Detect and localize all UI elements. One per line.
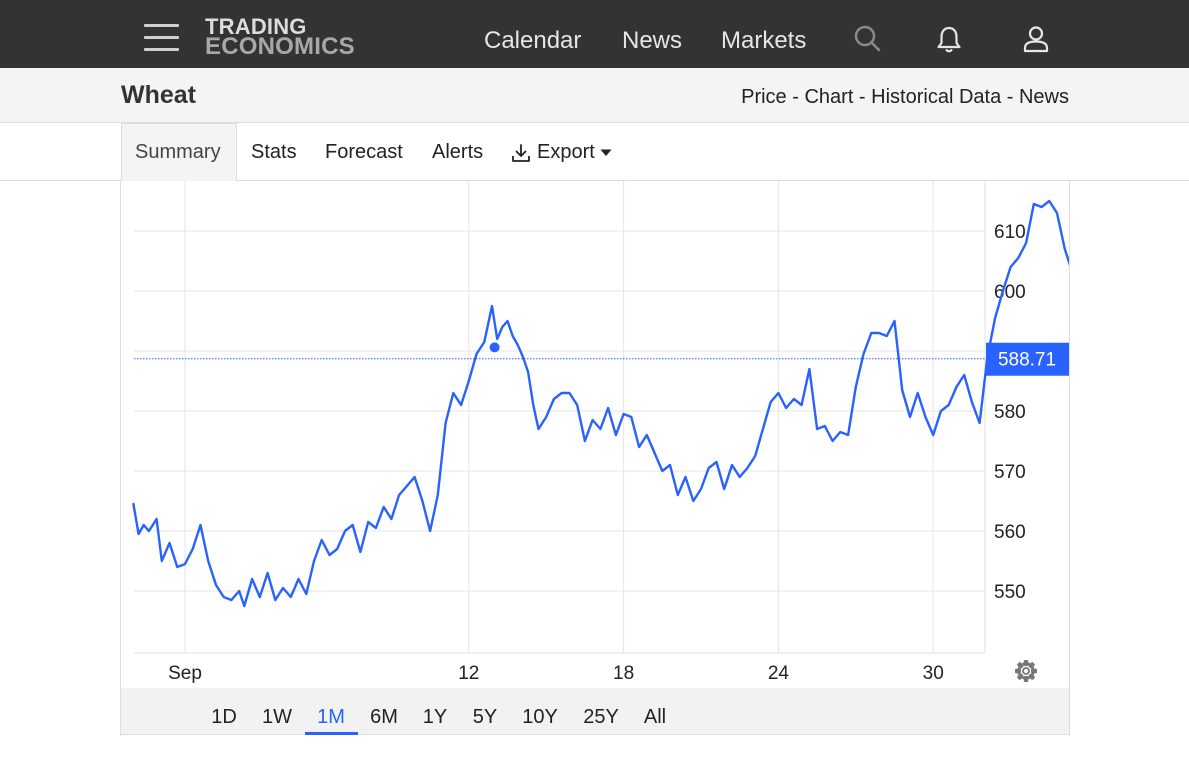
tab-export[interactable]: Export (510, 141, 612, 164)
download-icon (512, 143, 530, 162)
last-price-badge (986, 342, 1069, 376)
range-button-25y[interactable]: 25Y (583, 706, 619, 728)
y-tick-label: 570 (994, 462, 1026, 483)
user-icon[interactable] (1021, 24, 1051, 54)
settings-gear-icon[interactable] (1015, 660, 1037, 682)
active-range-underline (305, 732, 358, 735)
range-button-6m[interactable]: 6M (370, 706, 398, 728)
breadcrumb-news-link[interactable]: News (1018, 86, 1069, 108)
nav-news-link[interactable]: News (622, 27, 683, 54)
nav-calendar-link[interactable]: Calendar (484, 27, 582, 54)
range-selector (121, 688, 1069, 735)
price-chart[interactable]: 550560570580590600610Sep12182430Oct588.7… (121, 181, 1069, 688)
breadcrumb-separator: - (786, 86, 805, 108)
tab-stats[interactable]: Stats (251, 141, 297, 163)
y-tick-label: 600 (994, 282, 1026, 303)
chart-frame-left (120, 181, 121, 736)
breadcrumb: Price - Chart - Historical Data - News (741, 86, 1069, 109)
range-button-5y[interactable]: 5Y (472, 706, 498, 728)
nav-markets-link[interactable]: Markets (721, 27, 807, 54)
x-tick-label: 30 (923, 663, 944, 684)
logo-line2: ECONOMICS (205, 33, 355, 60)
y-tick-label: 560 (994, 522, 1026, 543)
x-tick-label: 12 (458, 663, 479, 684)
tabs-divider (0, 180, 1189, 181)
range-button-all[interactable]: All (643, 706, 667, 728)
price-series-line (132, 199, 1069, 608)
site-logo[interactable]: TRADING ECONOMICS (205, 14, 355, 60)
bell-icon[interactable] (934, 24, 964, 54)
tab-summary-highlight (121, 123, 237, 181)
breadcrumb-separator: - (853, 86, 872, 108)
breadcrumb-price-link[interactable]: Price (741, 86, 787, 108)
x-tick-label: Sep (168, 663, 202, 684)
breadcrumb-historical-data-link[interactable]: Historical Data (871, 86, 1002, 108)
tab-alerts[interactable]: Alerts (432, 141, 484, 163)
breadcrumb-separator: - (1001, 86, 1019, 108)
sub-header-bar (0, 68, 1189, 123)
search-icon[interactable] (852, 24, 882, 54)
menu-icon[interactable] (144, 24, 179, 52)
caret-down-icon (600, 149, 612, 156)
range-button-1y[interactable]: 1Y (422, 706, 448, 728)
y-tick-label: 550 (994, 582, 1026, 603)
tab-export-label: Export (537, 141, 595, 163)
range-button-1w[interactable]: 1W (262, 706, 292, 728)
x-tick-label: 18 (613, 663, 634, 684)
logo-line1: TRADING (205, 14, 307, 39)
page-title: Wheat (121, 81, 196, 109)
y-tick-label: 580 (994, 402, 1026, 423)
tab-summary[interactable]: Summary (135, 141, 221, 163)
last-price-label: 588.71 (998, 350, 1056, 371)
chart-frame-right (1069, 181, 1070, 736)
x-tick-label: 24 (768, 663, 790, 684)
range-button-10y[interactable]: 10Y (522, 706, 558, 728)
range-button-1m[interactable]: 1M (317, 706, 345, 728)
hover-marker-dot (489, 342, 500, 353)
y-tick-label: 610 (994, 222, 1026, 243)
breadcrumb-chart-link[interactable]: Chart (804, 86, 854, 108)
range-button-1d[interactable]: 1D (211, 706, 237, 728)
top-navigation-bar: TRADING ECONOMICS Calendar News Markets (0, 0, 1189, 68)
tab-forecast[interactable]: Forecast (325, 141, 403, 163)
